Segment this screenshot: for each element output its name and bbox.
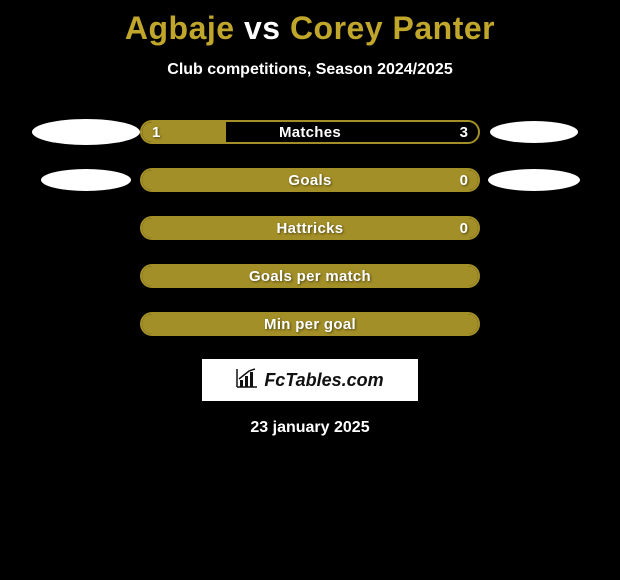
stat-label: Goals per match	[142, 266, 478, 286]
left-ellipse	[32, 119, 140, 145]
stat-bar: Goals0	[140, 168, 480, 192]
player2-name: Corey Panter	[290, 10, 495, 46]
comparison-widget: Agbaje vs Corey Panter Club competitions…	[0, 0, 620, 580]
stat-label: Matches	[142, 122, 478, 142]
stat-label: Min per goal	[142, 314, 478, 334]
stat-bar: Min per goal	[140, 312, 480, 336]
logo-box[interactable]: FcTables.com	[202, 359, 418, 401]
left-ellipse	[41, 169, 131, 191]
logo-text: FcTables.com	[264, 370, 383, 391]
comparison-row: 1Matches3	[0, 119, 620, 145]
subtitle: Club competitions, Season 2024/2025	[0, 61, 620, 79]
stat-label: Goals	[142, 170, 478, 190]
right-ellipse	[490, 121, 578, 143]
left-shape-slot	[32, 169, 140, 191]
comparison-rows: 1Matches3Goals0Hattricks0Goals per match…	[0, 119, 620, 337]
date-label: 23 january 2025	[0, 419, 620, 437]
player1-name: Agbaje	[125, 10, 235, 46]
right-ellipse	[488, 169, 580, 191]
comparison-row: Min per goal	[0, 311, 620, 337]
vs-label: vs	[244, 10, 281, 46]
bar-chart-icon	[236, 368, 258, 393]
comparison-row: Goals0	[0, 167, 620, 193]
stat-bar: 1Matches3	[140, 120, 480, 144]
comparison-row: Goals per match	[0, 263, 620, 289]
page-title: Agbaje vs Corey Panter	[0, 0, 620, 47]
stat-label: Hattricks	[142, 218, 478, 238]
right-value: 0	[460, 218, 468, 238]
right-value: 3	[460, 122, 468, 142]
comparison-row: Hattricks0	[0, 215, 620, 241]
right-shape-slot	[480, 169, 588, 191]
stat-bar: Goals per match	[140, 264, 480, 288]
right-shape-slot	[480, 121, 588, 143]
stat-bar: Hattricks0	[140, 216, 480, 240]
right-value: 0	[460, 170, 468, 190]
left-shape-slot	[32, 119, 140, 145]
